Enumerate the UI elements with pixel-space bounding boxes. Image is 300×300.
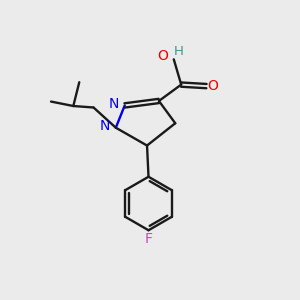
Text: H: H [174, 44, 184, 58]
Text: O: O [207, 79, 218, 93]
Text: F: F [145, 232, 152, 246]
Text: O: O [158, 49, 168, 63]
Text: N: N [100, 119, 110, 133]
Text: N: N [109, 97, 119, 111]
